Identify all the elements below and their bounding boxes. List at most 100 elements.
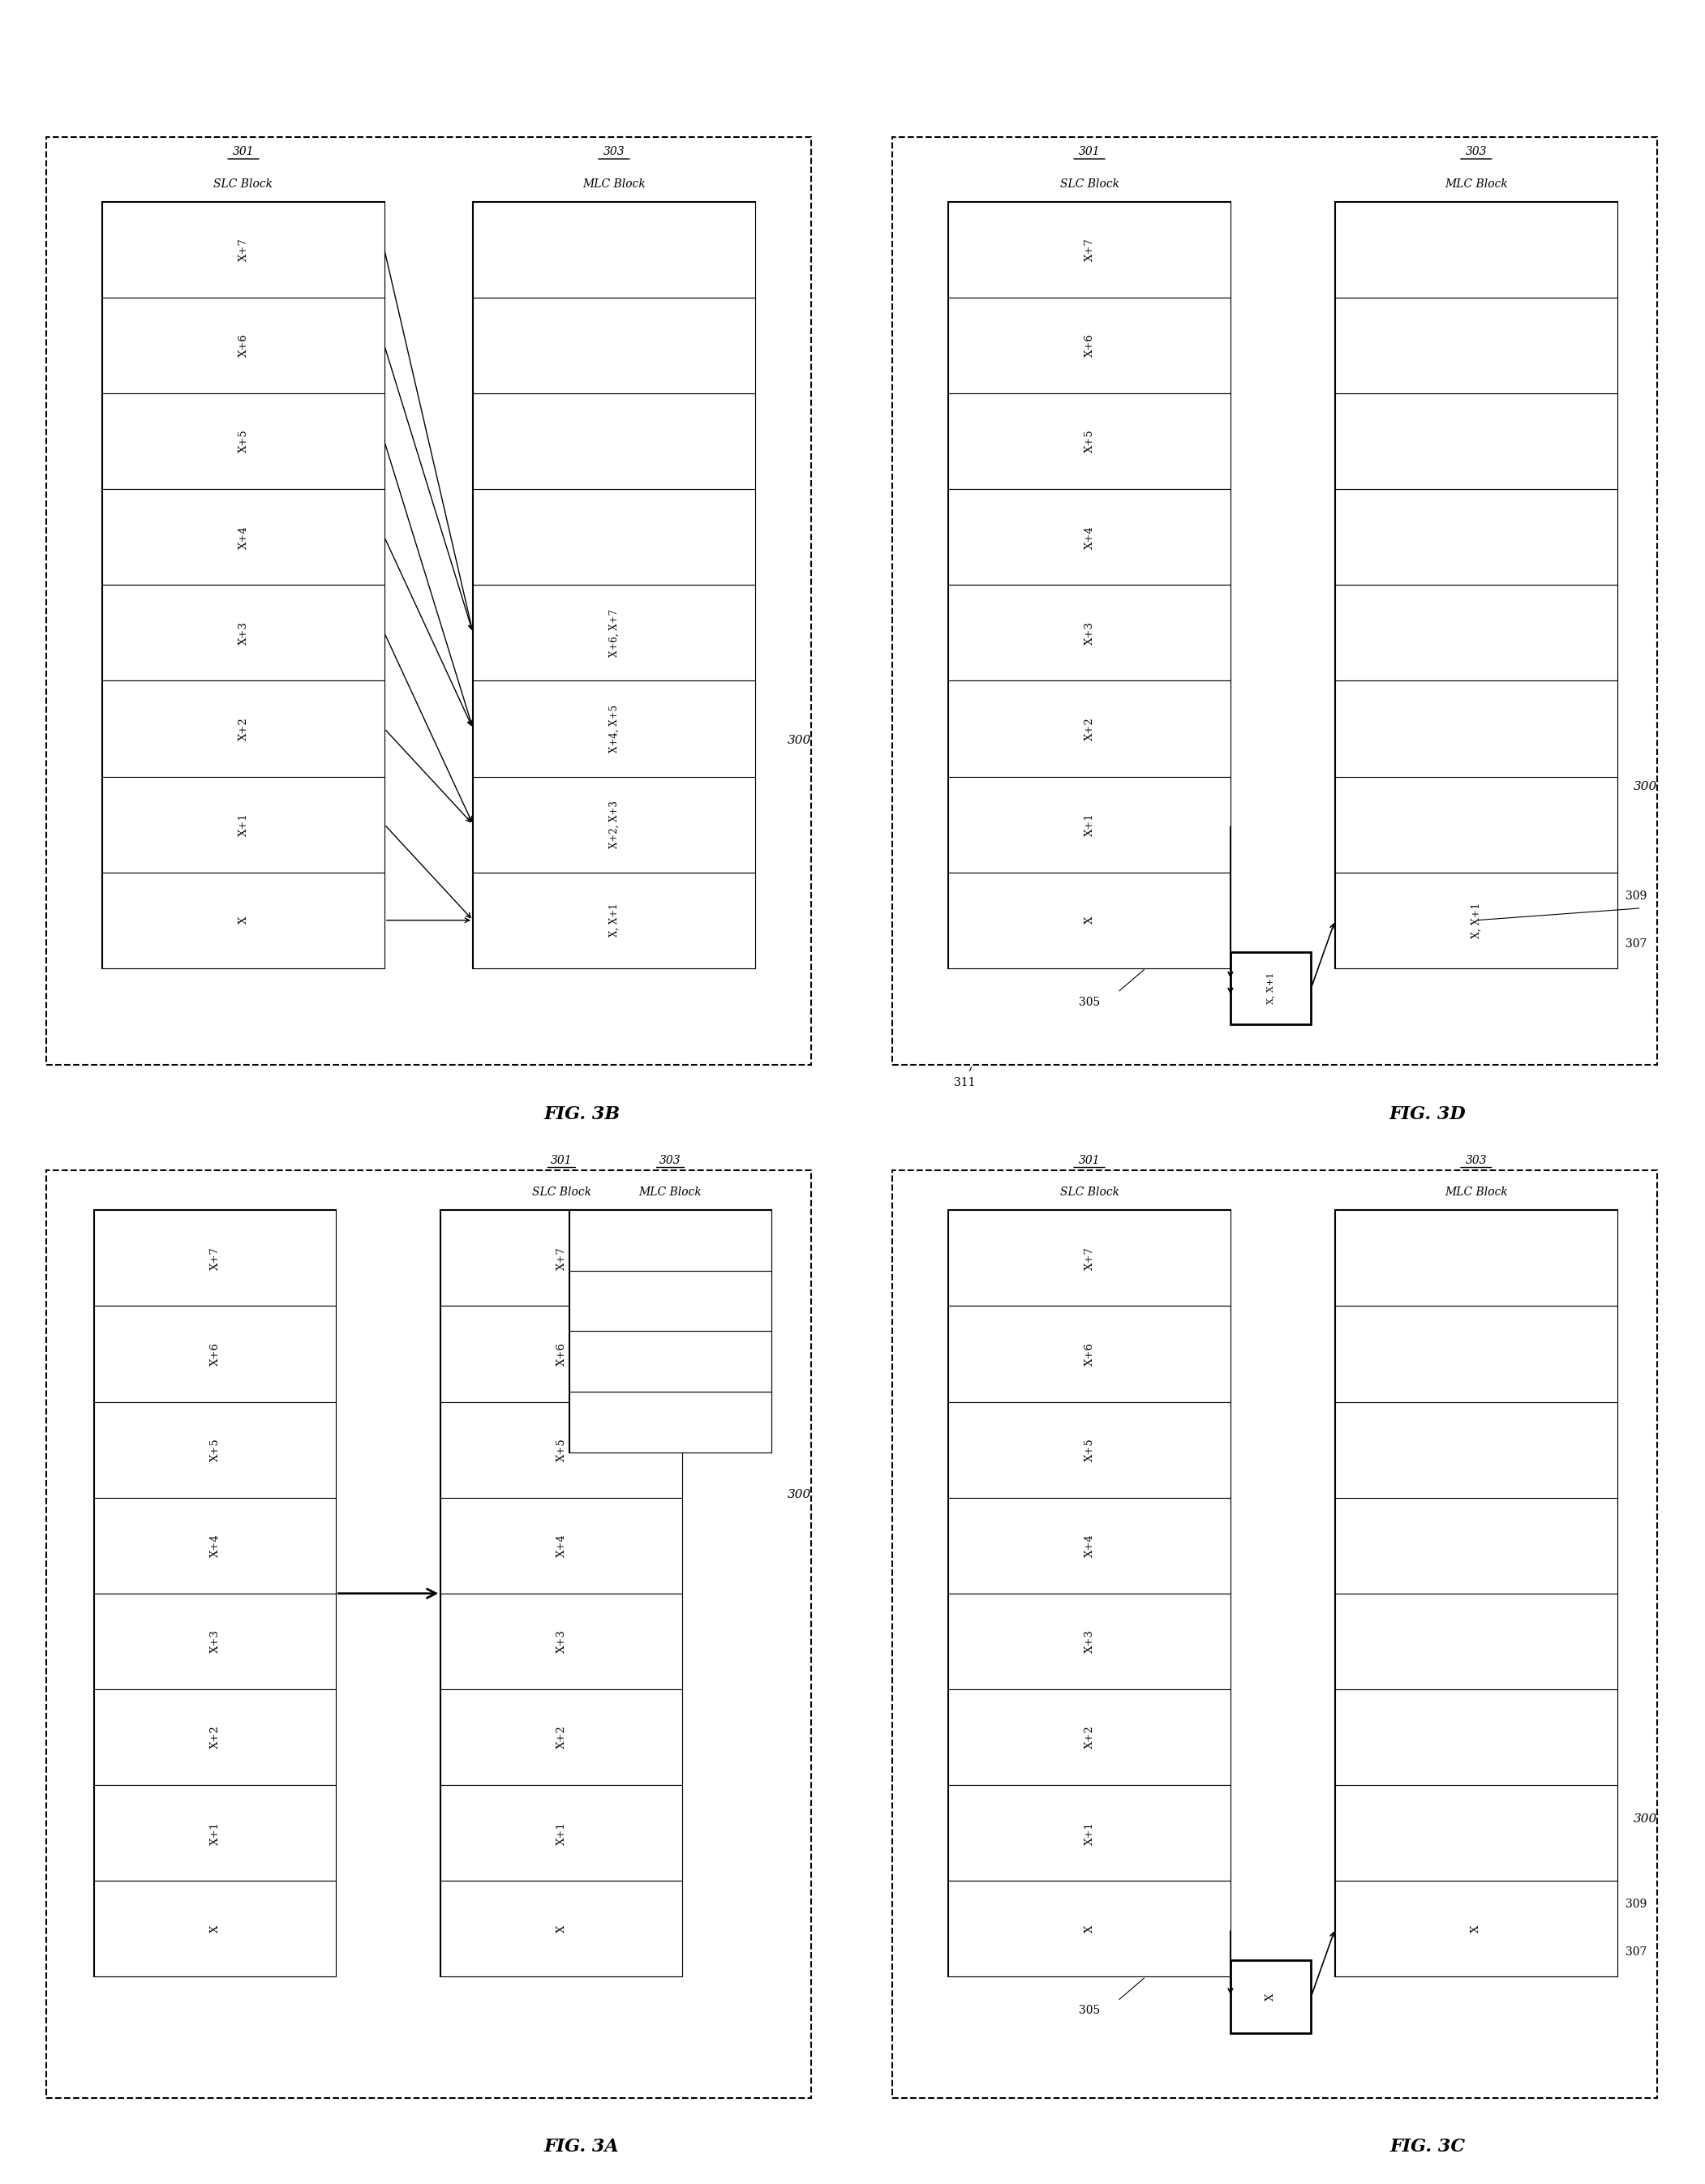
Bar	[948, 1688, 1231, 1784]
Bar	[1335, 1306, 1616, 1402]
Text: MLC Block: MLC Block	[1444, 1186, 1507, 1199]
Bar	[102, 393, 384, 489]
Bar	[94, 1498, 336, 1594]
Bar	[948, 778, 1231, 871]
Bar	[1335, 1210, 1616, 1306]
Bar	[102, 778, 384, 871]
Text: X+2: X+2	[1084, 1725, 1095, 1749]
Text: X+4: X+4	[1084, 526, 1095, 548]
Text: FIG. 3C: FIG. 3C	[1390, 2138, 1466, 2156]
Bar	[472, 681, 755, 778]
Text: X+6: X+6	[239, 334, 249, 358]
Text: 303: 303	[1465, 1155, 1487, 1166]
Text: X, X+1: X, X+1	[609, 904, 619, 937]
Bar	[442, 1498, 682, 1594]
Text: X+2, X+3: X+2, X+3	[609, 802, 619, 847]
Bar	[94, 1210, 336, 1977]
Text: X+3: X+3	[1084, 620, 1095, 644]
Text: X: X	[239, 917, 249, 924]
Text: X+6: X+6	[1084, 334, 1095, 358]
Bar	[1231, 1961, 1311, 2033]
Text: X: X	[1265, 1994, 1275, 2001]
Text: X+6, X+7: X+6, X+7	[609, 609, 619, 657]
Text: SLC Block: SLC Block	[213, 179, 273, 190]
Text: X+4: X+4	[1084, 1533, 1095, 1557]
Text: X+2: X+2	[239, 716, 249, 740]
Text: X: X	[210, 1924, 220, 1933]
Bar	[1335, 778, 1616, 871]
Bar	[102, 201, 384, 968]
Bar	[94, 1210, 336, 1306]
Text: X+6: X+6	[1084, 1343, 1095, 1365]
Bar	[948, 201, 1231, 297]
Text: 301: 301	[1079, 1155, 1100, 1166]
Text: X+7: X+7	[1084, 1247, 1095, 1269]
Bar	[1335, 489, 1616, 585]
Bar	[102, 585, 384, 681]
Bar	[1335, 1210, 1616, 1977]
Text: 300: 300	[788, 1489, 812, 1500]
Bar	[1335, 297, 1616, 393]
Bar	[102, 297, 384, 393]
Bar	[472, 393, 755, 489]
Text: X: X	[1084, 1924, 1095, 1933]
Text: FIG. 3D: FIG. 3D	[1390, 1105, 1466, 1123]
Bar	[948, 393, 1231, 489]
Bar	[1335, 1498, 1616, 1594]
Bar	[442, 1880, 682, 1977]
Bar	[472, 297, 755, 393]
Text: 309: 309	[1625, 891, 1647, 902]
Text: X+2: X+2	[1084, 716, 1095, 740]
Bar	[472, 201, 755, 968]
Text: X: X	[1471, 1924, 1482, 1933]
Text: X+3: X+3	[556, 1629, 566, 1653]
Text: X: X	[1084, 917, 1095, 924]
Bar	[472, 489, 755, 585]
Bar	[472, 201, 755, 297]
Bar	[46, 138, 812, 1066]
Text: X+6: X+6	[556, 1343, 566, 1365]
Text: X+7: X+7	[239, 238, 249, 262]
Bar	[442, 1784, 682, 1880]
Bar	[472, 871, 755, 968]
Bar	[442, 1402, 682, 1498]
Bar	[569, 1210, 771, 1271]
Bar	[569, 1391, 771, 1452]
Text: 303: 303	[604, 146, 624, 157]
Text: X+5: X+5	[1084, 1437, 1095, 1461]
Bar	[1335, 201, 1616, 968]
Bar	[94, 1688, 336, 1784]
Text: 303: 303	[1465, 146, 1487, 157]
Bar	[442, 1594, 682, 1688]
Text: X+2: X+2	[210, 1725, 220, 1749]
Bar	[948, 297, 1231, 393]
Bar	[569, 1210, 771, 1452]
Bar	[102, 201, 384, 297]
Bar	[948, 1880, 1231, 1977]
Text: 305: 305	[1079, 2005, 1100, 2016]
Bar	[102, 681, 384, 778]
Text: X: X	[556, 1924, 566, 1933]
Text: SLC Block: SLC Block	[1061, 1186, 1118, 1199]
Bar	[442, 1688, 682, 1784]
Text: X+4, X+5: X+4, X+5	[609, 705, 619, 753]
Bar	[442, 1210, 682, 1306]
Text: 307: 307	[1625, 1946, 1647, 1959]
Bar	[102, 871, 384, 968]
Text: MLC Block: MLC Block	[639, 1186, 702, 1199]
Text: X+7: X+7	[556, 1247, 566, 1269]
Text: 311: 311	[953, 1077, 975, 1088]
Bar	[1335, 1402, 1616, 1498]
Text: X+4: X+4	[210, 1533, 220, 1557]
Bar	[892, 1171, 1657, 2097]
Bar	[472, 585, 755, 681]
Text: X+1: X+1	[556, 1821, 566, 1845]
Text: 307: 307	[1625, 939, 1647, 950]
Bar	[1335, 1880, 1616, 1977]
Text: X, X+1: X, X+1	[1471, 902, 1482, 939]
Text: 301: 301	[1079, 146, 1100, 157]
Text: SLC Block: SLC Block	[532, 1186, 592, 1199]
Bar	[102, 489, 384, 585]
Text: X+3: X+3	[1084, 1629, 1095, 1653]
Bar	[1335, 201, 1616, 297]
